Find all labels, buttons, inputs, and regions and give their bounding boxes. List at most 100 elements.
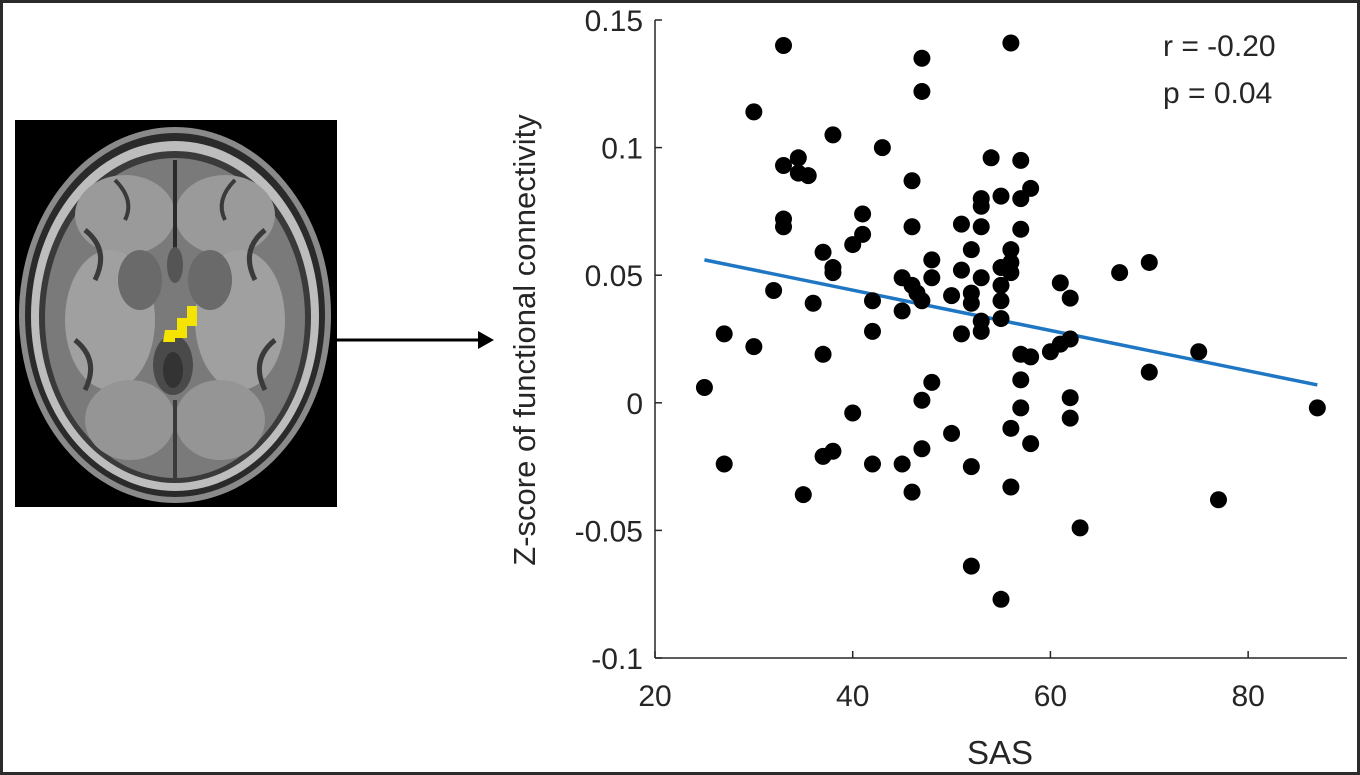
data-point: [824, 126, 842, 144]
data-point: [893, 302, 911, 320]
data-point: [1022, 435, 1040, 453]
data-point: [814, 345, 832, 363]
data-point: [962, 294, 980, 312]
data-point: [745, 103, 763, 121]
data-point: [992, 292, 1010, 310]
y-tick-label: 0: [626, 388, 643, 421]
data-point: [1140, 363, 1158, 381]
right-arrow-icon: [337, 331, 494, 349]
data-point: [923, 251, 941, 269]
y-axis-label: Z-score of functional connectivity: [507, 114, 542, 566]
data-point: [1061, 389, 1079, 407]
data-point: [775, 156, 793, 174]
x-tick-label: 80: [1231, 680, 1264, 713]
data-point: [695, 378, 713, 396]
highlighted-region: [163, 306, 197, 342]
y-tick-label: 0.15: [585, 5, 643, 38]
data-point: [794, 486, 812, 504]
data-point: [913, 391, 931, 409]
data-point: [863, 322, 881, 340]
data-point: [992, 276, 1010, 294]
annotation-r: r = -0.20: [1163, 30, 1276, 63]
x-tick-label: 20: [638, 680, 671, 713]
data-point: [1012, 151, 1030, 169]
data-point: [1061, 330, 1079, 348]
y-tick-label: 0.05: [585, 260, 643, 293]
brain-mri-image: [15, 120, 337, 507]
x-axis-label: SAS: [967, 734, 1033, 771]
data-point: [814, 243, 832, 261]
data-point: [745, 338, 763, 356]
chart-axes: -0.1 -0.05 0 0.05 0.1 0.15 20 40 60 80: [575, 5, 1347, 713]
data-point: [972, 269, 990, 287]
data-point: [1012, 371, 1030, 389]
data-point: [765, 282, 783, 300]
data-point: [775, 218, 793, 236]
data-point: [1002, 264, 1020, 282]
data-point: [863, 292, 881, 310]
data-point: [1002, 241, 1020, 259]
data-point: [913, 440, 931, 458]
data-point: [1002, 419, 1020, 437]
regression-line: [704, 258, 1318, 387]
data-point: [992, 590, 1010, 608]
data-point: [913, 292, 931, 310]
data-point: [1140, 253, 1158, 271]
data-point: [1061, 289, 1079, 307]
data-point: [799, 167, 817, 185]
data-point: [962, 557, 980, 575]
y-tick-label: 0.1: [601, 133, 643, 166]
x-tick-label: 40: [836, 680, 869, 713]
data-point: [854, 205, 872, 223]
x-tick-label: 60: [1034, 680, 1067, 713]
data-point: [1002, 478, 1020, 496]
data-point: [715, 455, 733, 473]
data-point: [1012, 220, 1030, 238]
data-point: [804, 294, 822, 312]
data-point: [1190, 343, 1208, 361]
data-point: [715, 325, 733, 343]
data-point: [1071, 519, 1089, 537]
annotation-p: p = 0.04: [1163, 77, 1272, 110]
data-point: [1022, 348, 1040, 366]
data-point: [893, 455, 911, 473]
data-point: [952, 325, 970, 343]
data-point: [913, 49, 931, 67]
data-point: [1022, 179, 1040, 197]
data-point: [1308, 399, 1326, 417]
data-point: [1012, 399, 1030, 417]
data-point: [1111, 264, 1129, 282]
data-point: [844, 404, 862, 422]
data-point: [972, 322, 990, 340]
data-point: [943, 424, 961, 442]
data-point: [923, 373, 941, 391]
data-point: [1002, 34, 1020, 52]
y-tick-label: -0.05: [575, 515, 643, 548]
data-point: [873, 139, 891, 157]
data-point: [863, 455, 881, 473]
data-point: [952, 215, 970, 233]
data-point: [943, 287, 961, 305]
data-point: [972, 218, 990, 236]
data-point: [903, 172, 921, 190]
data-point: [789, 149, 807, 167]
data-point: [854, 225, 872, 243]
data-point: [952, 261, 970, 279]
data-point: [992, 187, 1010, 205]
data-point: [962, 458, 980, 476]
data-point: [903, 218, 921, 236]
data-point: [1051, 274, 1069, 292]
y-tick-label: -0.1: [591, 643, 643, 676]
data-point: [824, 264, 842, 282]
points-group: [695, 34, 1326, 608]
data-point: [992, 310, 1010, 328]
data-point: [1209, 491, 1227, 509]
data-point: [962, 241, 980, 259]
data-point: [972, 197, 990, 215]
fit-line-group: [704, 258, 1318, 387]
data-point: [903, 483, 921, 501]
data-point: [923, 269, 941, 287]
data-point: [775, 37, 793, 55]
